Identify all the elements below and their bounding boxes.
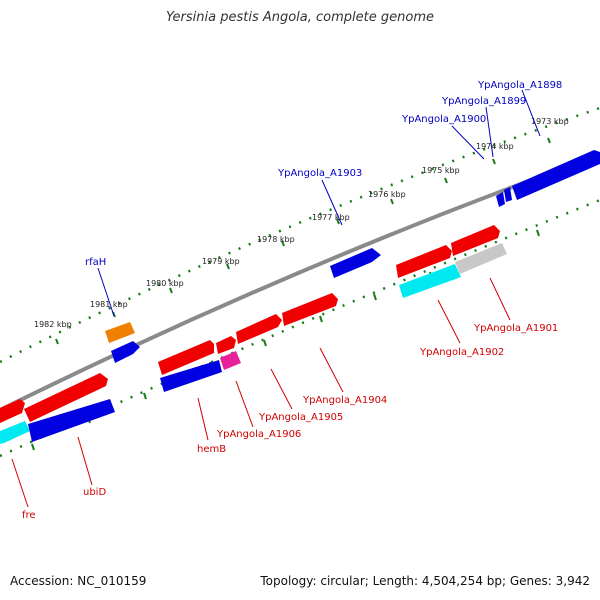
scale-label: 1976 kbp bbox=[368, 190, 406, 199]
gene-label-a1900[interactable]: YpAngola_A1900 bbox=[401, 114, 486, 125]
inner-tick bbox=[536, 229, 540, 237]
outer-tick bbox=[226, 263, 230, 270]
leader-a1903 bbox=[321, 179, 343, 226]
inner-tick bbox=[319, 315, 323, 323]
gene-label-ubiD[interactable]: ubiD bbox=[83, 487, 106, 498]
top-gene-labels: rfaH YpAngola_A1903 YpAngola_A1900 YpAng… bbox=[85, 80, 562, 268]
outer-dotted-line bbox=[0, 106, 600, 364]
gene-a1898-reverse[interactable] bbox=[512, 150, 600, 200]
leader-a1902 bbox=[437, 299, 461, 344]
leader-a1906 bbox=[235, 380, 254, 428]
gene-a1904-forward[interactable] bbox=[282, 293, 338, 326]
gene-a1901-forward[interactable] bbox=[451, 225, 500, 256]
reverse-strand-genes bbox=[0, 150, 600, 444]
scale-label: 1974 kbp bbox=[476, 142, 514, 151]
inner-tick bbox=[263, 339, 267, 347]
gene-a1901-grey[interactable] bbox=[455, 243, 507, 274]
genome-summary-text: Topology: circular; Length: 4,504,254 bp… bbox=[260, 574, 590, 588]
outer-tick bbox=[492, 158, 496, 165]
outer-tick bbox=[547, 137, 551, 144]
gene-a1900-reverse[interactable] bbox=[496, 192, 505, 207]
top-leader-lines bbox=[97, 89, 541, 317]
scale-label: 1981 kbp bbox=[90, 300, 128, 309]
scale-label: 1980 kbp bbox=[146, 279, 184, 288]
bottom-leader-lines bbox=[11, 277, 511, 508]
leader-fre bbox=[11, 458, 29, 508]
leader-a1900 bbox=[451, 125, 485, 160]
scale-label: 1978 kbp bbox=[257, 235, 295, 244]
gene-a1902-cyan[interactable] bbox=[399, 264, 461, 298]
gene-hemB-reverse[interactable] bbox=[160, 360, 222, 392]
gene-label-a1901[interactable]: YpAngola_A1901 bbox=[473, 323, 558, 334]
outer-tick bbox=[336, 218, 340, 225]
gene-ubiD-reverse[interactable] bbox=[28, 399, 115, 442]
gene-label-a1903[interactable]: YpAngola_A1903 bbox=[277, 168, 362, 179]
gene-label-a1902[interactable]: YpAngola_A1902 bbox=[419, 347, 504, 358]
outer-major-ticks bbox=[55, 137, 551, 345]
leader-a1898 bbox=[521, 89, 541, 137]
gene-a1902-forward[interactable] bbox=[396, 245, 452, 278]
gene-a1906-pink[interactable] bbox=[220, 351, 241, 370]
gene-label-hemB[interactable]: hemB bbox=[197, 444, 226, 455]
gene-a1899-reverse[interactable] bbox=[504, 187, 512, 202]
gene-hemB-forward[interactable] bbox=[158, 340, 214, 375]
scale-label: 1977 kbp bbox=[312, 213, 350, 222]
scale-labels: 1982 kbp 1981 kbp 1980 kbp 1979 kbp 1978… bbox=[34, 117, 569, 329]
gene-label-a1898[interactable]: YpAngola_A1898 bbox=[477, 80, 562, 91]
outer-tick bbox=[169, 287, 173, 294]
inner-dotted-line bbox=[0, 198, 600, 458]
outer-tick bbox=[444, 177, 448, 184]
scale-label: 1982 kbp bbox=[34, 320, 72, 329]
inner-tick bbox=[373, 293, 377, 301]
inner-scale-track bbox=[0, 198, 600, 458]
gene-label-a1905[interactable]: YpAngola_A1905 bbox=[258, 412, 343, 423]
gene-label-a1904[interactable]: YpAngola_A1904 bbox=[302, 395, 387, 406]
scale-label: 1975 kbp bbox=[422, 166, 460, 175]
leader-a1904 bbox=[319, 347, 344, 393]
outer-scale-track bbox=[0, 106, 600, 364]
gene-label-a1899[interactable]: YpAngola_A1899 bbox=[441, 96, 526, 107]
leader-ubiD bbox=[77, 436, 93, 486]
scale-label: 1979 kbp bbox=[202, 257, 240, 266]
gene-fre-forward[interactable] bbox=[0, 399, 25, 423]
gene-rfaH-orange[interactable] bbox=[105, 322, 135, 343]
leader-hemB bbox=[197, 397, 209, 441]
gene-ubiD-forward[interactable] bbox=[24, 373, 108, 422]
inner-tick bbox=[31, 443, 35, 451]
genome-title: Yersinia pestis Angola, complete genome bbox=[166, 10, 434, 25]
gene-a1906-forward[interactable] bbox=[216, 336, 236, 354]
outer-tick bbox=[390, 198, 394, 205]
outer-tick bbox=[55, 338, 59, 345]
bottom-gene-labels: fre ubiD hemB YpAngola_A1906 YpAngola_A1… bbox=[22, 323, 558, 521]
gene-label-fre[interactable]: fre bbox=[22, 510, 36, 521]
gene-a1905-forward[interactable] bbox=[236, 314, 282, 344]
inner-tick bbox=[143, 392, 147, 400]
accession-text: Accession: NC_010159 bbox=[10, 574, 147, 588]
scale-label: 1973 kbp bbox=[531, 117, 569, 126]
gene-fre-cyan[interactable] bbox=[0, 421, 30, 444]
forward-strand-genes bbox=[0, 225, 500, 423]
leader-rfaH bbox=[97, 267, 115, 317]
gene-a1903-reverse[interactable] bbox=[330, 248, 381, 278]
leader-a1899 bbox=[485, 106, 494, 158]
outer-tick bbox=[281, 240, 285, 247]
gene-rfaH-reverse[interactable] bbox=[111, 341, 140, 363]
gene-label-a1906[interactable]: YpAngola_A1906 bbox=[216, 429, 301, 440]
leader-a1901 bbox=[489, 277, 511, 321]
gene-label-rfaH[interactable]: rfaH bbox=[85, 257, 106, 268]
leader-a1905 bbox=[270, 368, 293, 410]
